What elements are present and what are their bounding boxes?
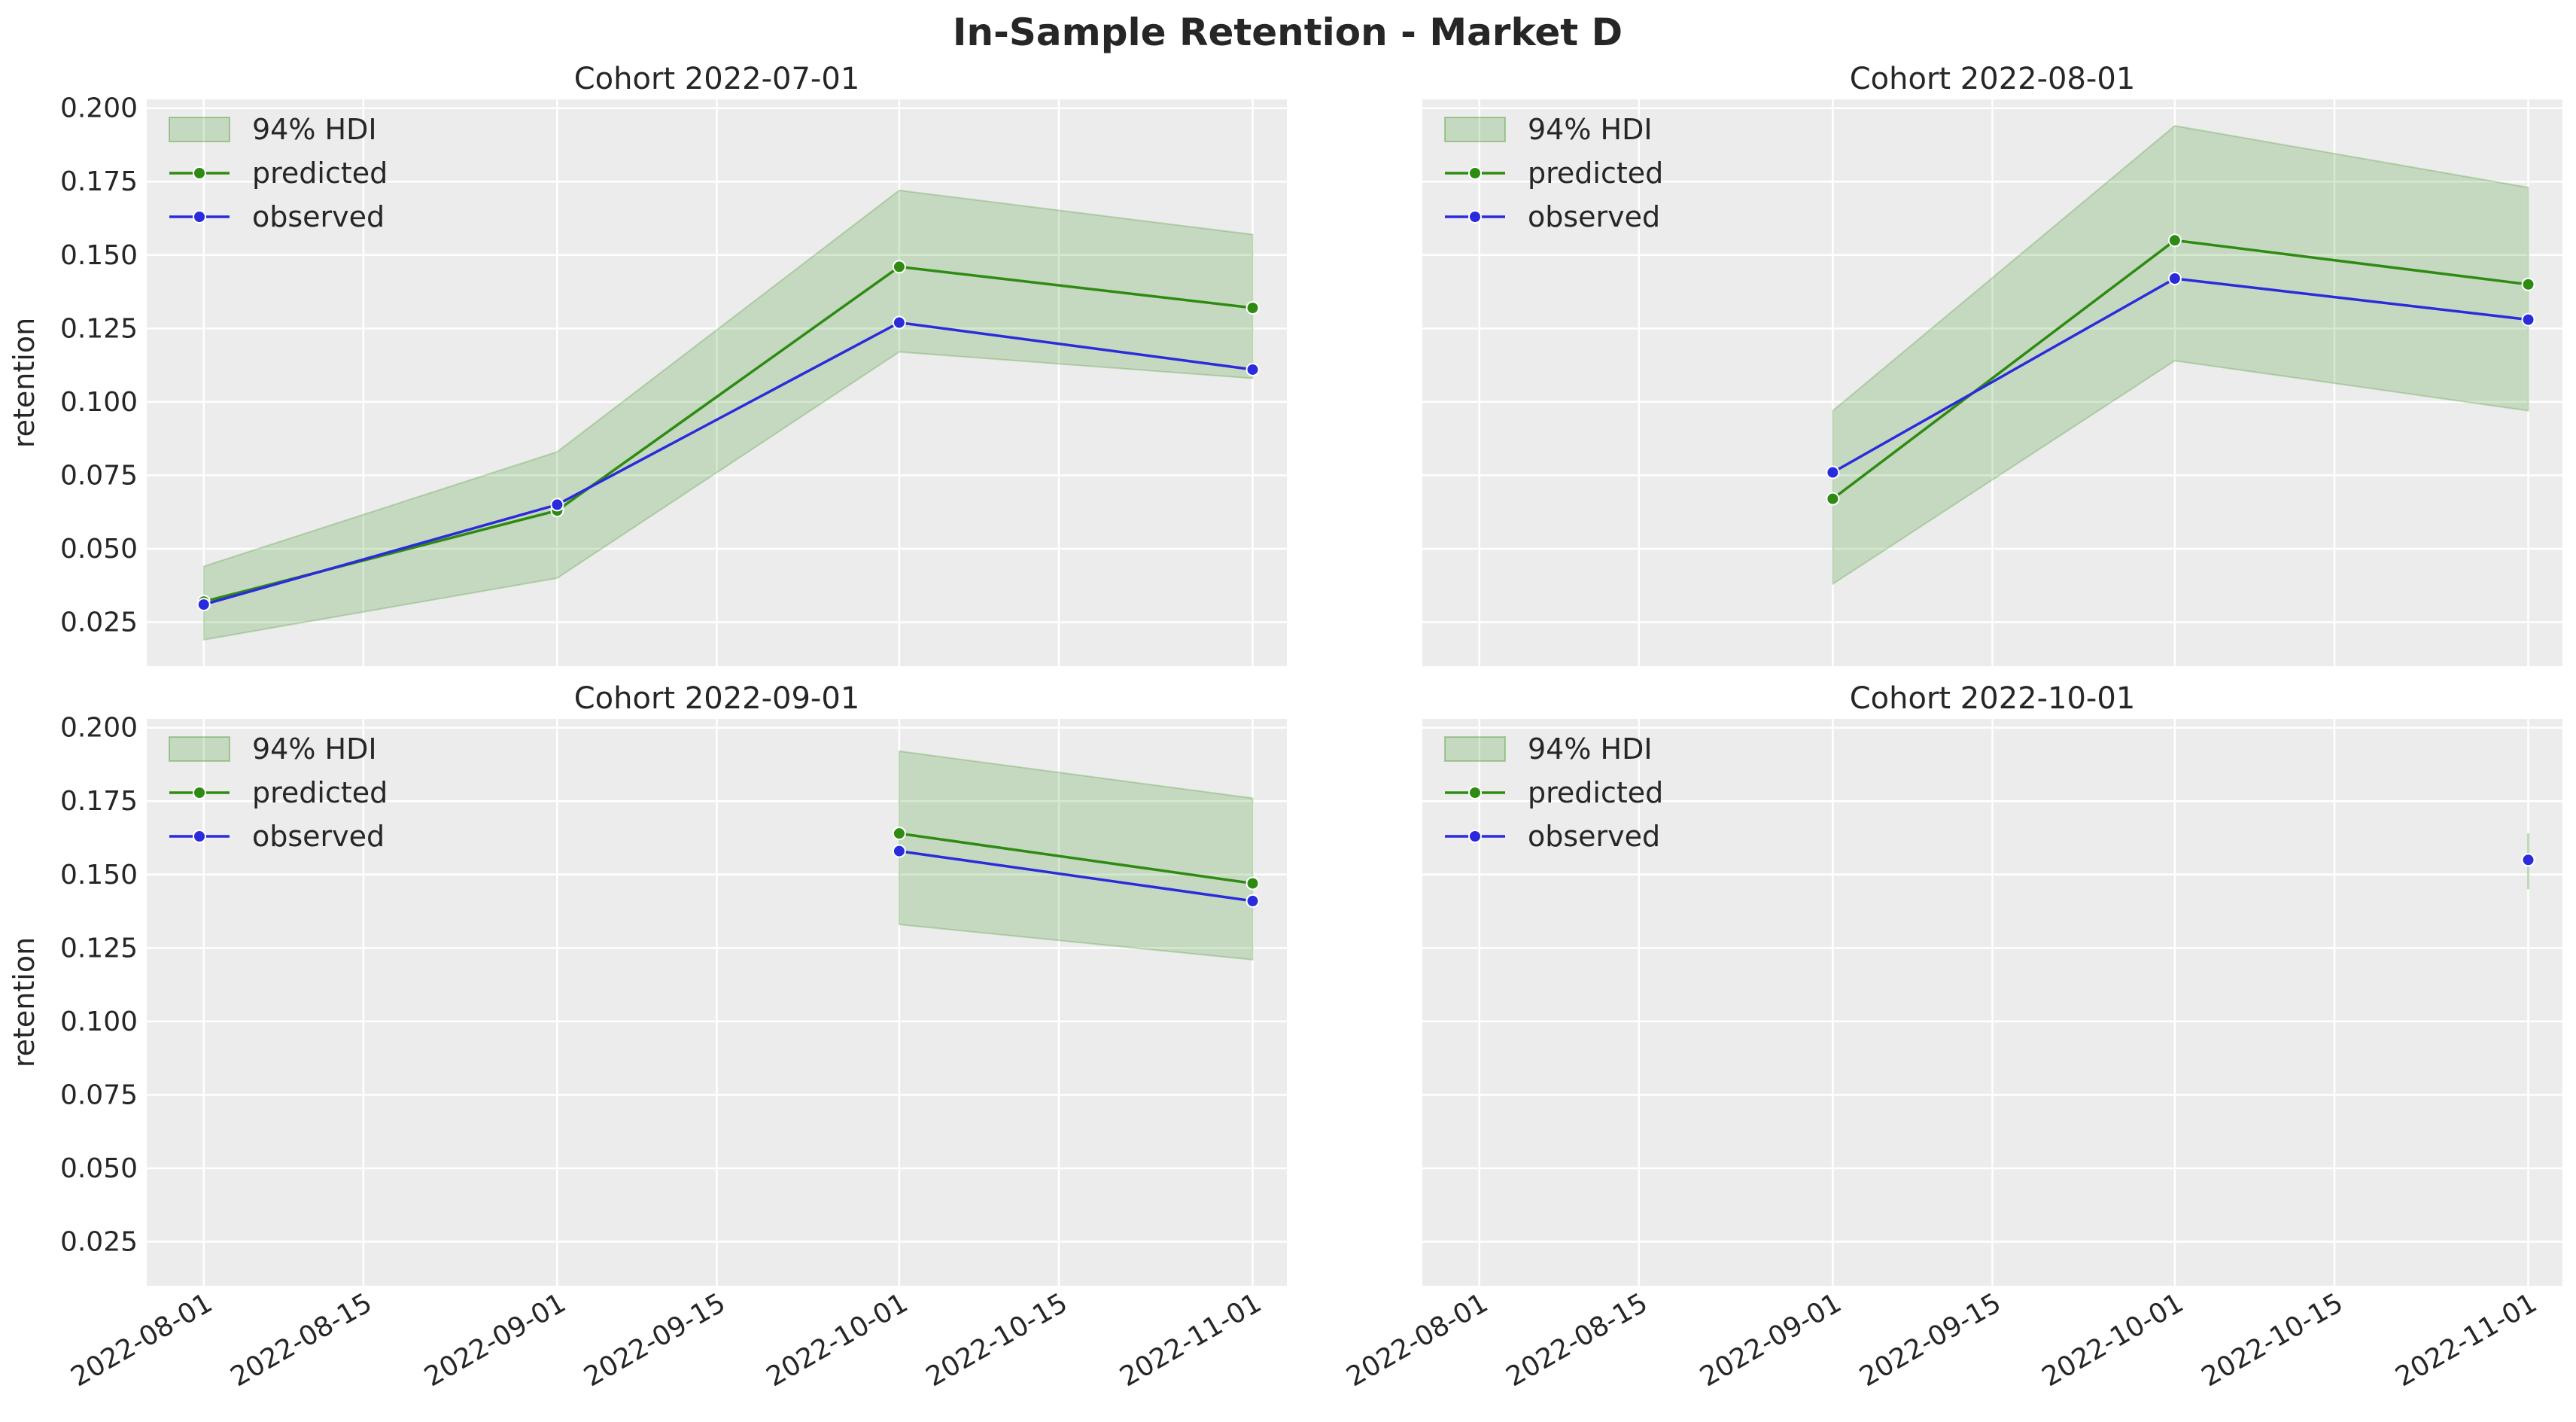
x-tick-label: 2022-10-01 <box>2037 1287 2189 1393</box>
panel-title: Cohort 2022-09-01 <box>574 681 860 716</box>
observed-point <box>196 598 211 612</box>
panel-cohort-4: Cohort 2022-10-01 2022-08-01 2022-08-15 202… <box>1342 681 2562 1393</box>
x-tick-label: 2022-09-15 <box>579 1287 731 1393</box>
x-tick-label: 2022-10-15 <box>2197 1287 2349 1393</box>
legend-marker-observed <box>1468 830 1482 843</box>
y-tick-label: 0.200 <box>60 93 138 124</box>
panel-cohort-1: Cohort 2022-07-01 0.025 0.050 0.075 0.100 0.1… <box>8 62 1287 666</box>
legend-marker-predicted <box>193 786 206 799</box>
predicted-point <box>1245 301 1260 315</box>
legend-marker-observed <box>193 830 206 843</box>
y-tick-label: 0.075 <box>60 1079 138 1110</box>
observed-point <box>1245 894 1260 908</box>
observed-point <box>550 498 564 512</box>
legend-swatch-hdi <box>169 117 230 142</box>
x-tick-label: 2022-09-15 <box>1854 1287 2006 1393</box>
y-axis-label: retention <box>8 318 41 448</box>
observed-point <box>1826 465 1840 480</box>
panel-title: Cohort 2022-10-01 <box>1850 681 2136 716</box>
legend-marker-predicted <box>1468 166 1482 180</box>
predicted-point <box>1245 876 1260 891</box>
legend-label: observed <box>252 820 385 853</box>
predicted-point <box>892 260 906 274</box>
y-tick-label: 0.125 <box>60 313 138 344</box>
legend-label: predicted <box>252 776 388 809</box>
legend-label: observed <box>252 200 385 233</box>
panel-title: Cohort 2022-08-01 <box>1850 62 2136 96</box>
y-tick-label: 0.050 <box>60 1153 138 1184</box>
y-axis-label: retention <box>8 937 41 1067</box>
y-tick-label: 0.100 <box>60 1006 138 1037</box>
legend-label: predicted <box>1528 157 1663 190</box>
legend-swatch-hdi <box>1444 736 1506 762</box>
observed-point <box>2167 271 2182 285</box>
panel-cohort-3: Cohort 2022-09-01 0.025 0.050 0.075 0.100 0.1… <box>8 681 1287 1393</box>
hdi-band <box>1832 125 2529 586</box>
x-tick-label: 2022-08-01 <box>66 1287 218 1393</box>
legend-label: observed <box>1528 820 1660 853</box>
y-tick-label: 0.050 <box>60 534 138 565</box>
predicted-point <box>892 827 906 841</box>
observed-point <box>2521 853 2535 867</box>
legend-marker-predicted <box>193 166 206 180</box>
legend-marker-observed <box>1468 210 1482 224</box>
y-tick-label: 0.075 <box>60 460 138 491</box>
predicted-line <box>203 265 1253 603</box>
x-tick-label: 2022-11-01 <box>2390 1287 2542 1393</box>
y-tick-label: 0.200 <box>60 713 138 744</box>
observed-line <box>203 321 1253 606</box>
hdi-band <box>898 750 1254 961</box>
figure-title: In-Sample Retention - Market D <box>953 11 1623 54</box>
y-tick-label: 0.150 <box>60 860 138 891</box>
observed-point <box>892 315 906 330</box>
predicted-point <box>2521 277 2535 291</box>
y-tick-label: 0.100 <box>60 387 138 418</box>
x-tick-label: 2022-09-01 <box>419 1287 571 1393</box>
legend-swatch-hdi <box>169 736 230 762</box>
legend-label: 94% HDI <box>1528 732 1653 766</box>
legend-label: predicted <box>1528 776 1663 809</box>
legend-label: 94% HDI <box>252 113 377 146</box>
y-tick-label: 0.025 <box>60 1226 138 1257</box>
y-tick-label: 0.175 <box>60 166 138 197</box>
observed-point <box>2521 312 2535 327</box>
x-tick-label: 2022-10-01 <box>762 1287 914 1393</box>
y-tick-label: 0.175 <box>60 786 138 817</box>
x-tick-label: 2022-11-01 <box>1115 1287 1267 1393</box>
legend-label: 94% HDI <box>252 732 377 766</box>
panel-cohort-2: Cohort 2022-08-01 94% HDI predicted observe… <box>1422 62 2562 666</box>
legend-swatch-hdi <box>1444 117 1506 142</box>
predicted-point <box>2167 233 2182 248</box>
y-tick-label: 0.150 <box>60 240 138 271</box>
observed-line <box>899 849 1253 903</box>
observed-point <box>1245 362 1260 376</box>
legend-marker-predicted <box>1468 786 1482 799</box>
legend-marker-observed <box>193 210 206 224</box>
legend-label: observed <box>1528 200 1660 233</box>
x-tick-label: 2022-08-15 <box>226 1287 378 1393</box>
predicted-line <box>899 832 1253 885</box>
panel-title: Cohort 2022-07-01 <box>574 62 860 96</box>
y-tick-label: 0.125 <box>60 933 138 964</box>
observed-point <box>892 844 906 858</box>
legend-label: 94% HDI <box>1528 113 1653 146</box>
predicted-point <box>1826 492 1840 506</box>
legend-label: predicted <box>252 157 388 190</box>
x-tick-label: 2022-09-01 <box>1695 1287 1847 1393</box>
x-tick-label: 2022-08-15 <box>1501 1287 1653 1393</box>
y-tick-label: 0.025 <box>60 607 138 638</box>
x-tick-label: 2022-08-01 <box>1342 1287 1494 1393</box>
x-tick-label: 2022-10-15 <box>921 1287 1073 1393</box>
